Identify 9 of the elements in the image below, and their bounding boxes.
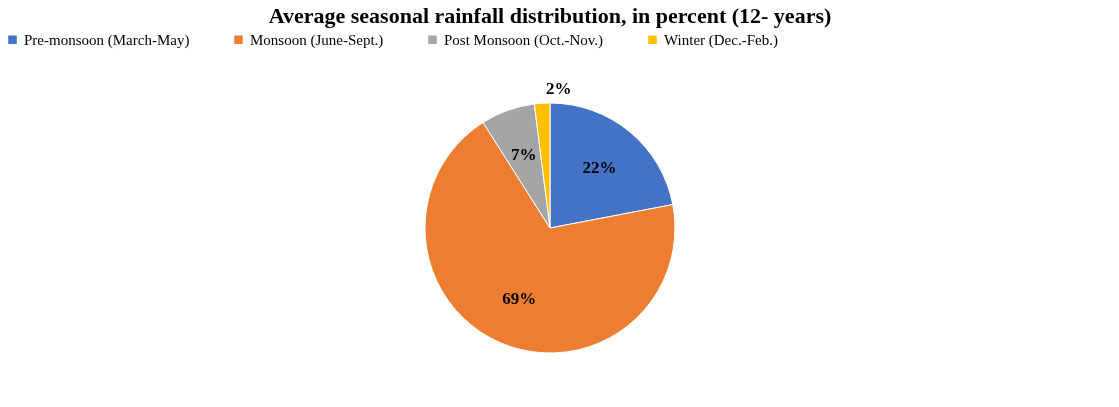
data-label: 7%: [511, 145, 537, 165]
chart-title: Average seasonal rainfall distribution, in percent (12- years): [268, 3, 832, 28]
legend-label: Post Monsoon (Oct.-Nov.): [444, 31, 604, 49]
legend-label: Winter (Dec.-Feb.): [664, 31, 778, 49]
data-label: 69%: [502, 289, 537, 309]
data-label: 2%: [545, 79, 572, 99]
legend-label: Monsoon (June-Sept.): [250, 31, 384, 49]
legend-label: Pre-monsoon (March-May): [24, 31, 190, 49]
data-label: 22%: [582, 158, 617, 178]
